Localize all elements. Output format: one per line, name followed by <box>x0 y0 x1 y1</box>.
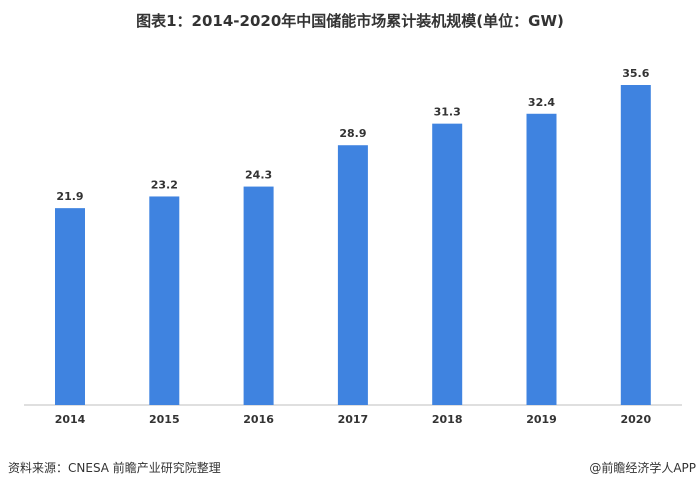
bar-2016 <box>243 186 274 405</box>
x-tick-label-2018: 2018 <box>432 413 463 426</box>
credit-note: @前瞻经济学人APP <box>589 461 696 475</box>
data-label-2018: 31.3 <box>434 106 461 119</box>
bar-2020 <box>620 85 651 405</box>
source-note: 资料来源：CNESA 前瞻产业研究院整理 <box>8 461 221 475</box>
data-label-2020: 35.6 <box>622 67 649 80</box>
data-label-2016: 24.3 <box>245 169 272 182</box>
x-tick-label-2019: 2019 <box>526 413 557 426</box>
data-label-2019: 32.4 <box>528 96 555 109</box>
data-label-2017: 28.9 <box>339 127 366 140</box>
x-tick-label-2016: 2016 <box>243 413 274 426</box>
data-label-2014: 21.9 <box>56 190 83 203</box>
bar-2017 <box>337 145 368 405</box>
chart-title: 图表1：2014-2020年中国储能市场累计装机规模(单位：GW) <box>136 12 564 30</box>
bar-2014 <box>55 208 85 405</box>
bar-2019 <box>526 113 557 406</box>
x-tick-label-2015: 2015 <box>149 413 180 426</box>
bar-2018 <box>432 123 463 406</box>
x-tick-label-2014: 2014 <box>55 413 86 426</box>
data-label-2015: 23.2 <box>151 178 178 191</box>
x-tick-label-2020: 2020 <box>620 413 651 426</box>
bar-2015 <box>149 196 180 405</box>
x-tick-label-2017: 2017 <box>338 413 369 426</box>
